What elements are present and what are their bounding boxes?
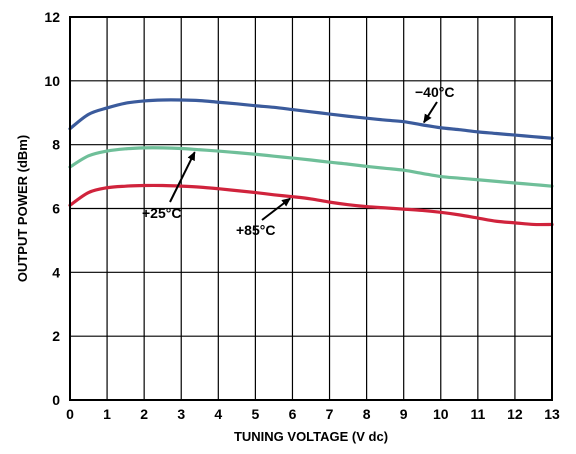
x-tick-label: 2 bbox=[140, 406, 148, 422]
annotation-arrow bbox=[169, 151, 196, 203]
annotation-label: −40°C bbox=[415, 84, 454, 100]
x-tick-label: 0 bbox=[66, 406, 74, 422]
series-line-2 bbox=[68, 183, 554, 227]
x-tick-label: 7 bbox=[326, 406, 334, 422]
y-tick-label: 2 bbox=[52, 328, 60, 344]
plot-frame bbox=[69, 16, 553, 401]
annotation-arrow bbox=[423, 101, 438, 124]
plot-border bbox=[69, 16, 553, 401]
grid bbox=[70, 17, 552, 400]
x-tick-label: 6 bbox=[289, 406, 297, 422]
x-tick-label: 10 bbox=[433, 406, 449, 422]
x-tick-label: 9 bbox=[400, 406, 408, 422]
annotation-label: +25°C bbox=[142, 205, 181, 221]
x-tick-label: 3 bbox=[177, 406, 185, 422]
x-axis-title: TUNING VOLTAGE (V dc) bbox=[234, 429, 388, 444]
series-line-0 bbox=[68, 98, 554, 140]
x-tick-label: 13 bbox=[544, 406, 560, 422]
x-tick-label: 1 bbox=[103, 406, 111, 422]
y-tick-label: 4 bbox=[52, 264, 60, 280]
x-tick-label: 5 bbox=[251, 406, 259, 422]
y-tick-label: 8 bbox=[52, 137, 60, 153]
annotations: −40°C +25°C +85°C bbox=[142, 84, 454, 238]
x-tick-label: 4 bbox=[214, 406, 222, 422]
y-axis-title: OUTPUT POWER (dBm) bbox=[15, 135, 30, 282]
annotation-label: +85°C bbox=[236, 222, 275, 238]
y-tick-label: 6 bbox=[52, 201, 60, 217]
annotation-arrow bbox=[261, 197, 291, 221]
x-tick-label: 11 bbox=[470, 406, 485, 422]
y-tick-label: 12 bbox=[44, 9, 60, 25]
y-tick-label: 0 bbox=[52, 392, 60, 408]
series-lines bbox=[68, 98, 554, 227]
y-tick-label: 10 bbox=[44, 73, 60, 89]
x-tick-label: 12 bbox=[507, 406, 523, 422]
series-line-1 bbox=[68, 146, 554, 188]
x-tick-label: 8 bbox=[363, 406, 371, 422]
